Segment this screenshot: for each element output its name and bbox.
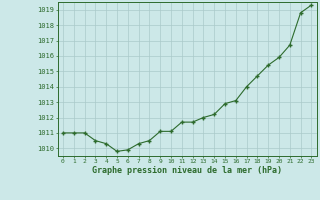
X-axis label: Graphe pression niveau de la mer (hPa): Graphe pression niveau de la mer (hPa)	[92, 166, 282, 175]
